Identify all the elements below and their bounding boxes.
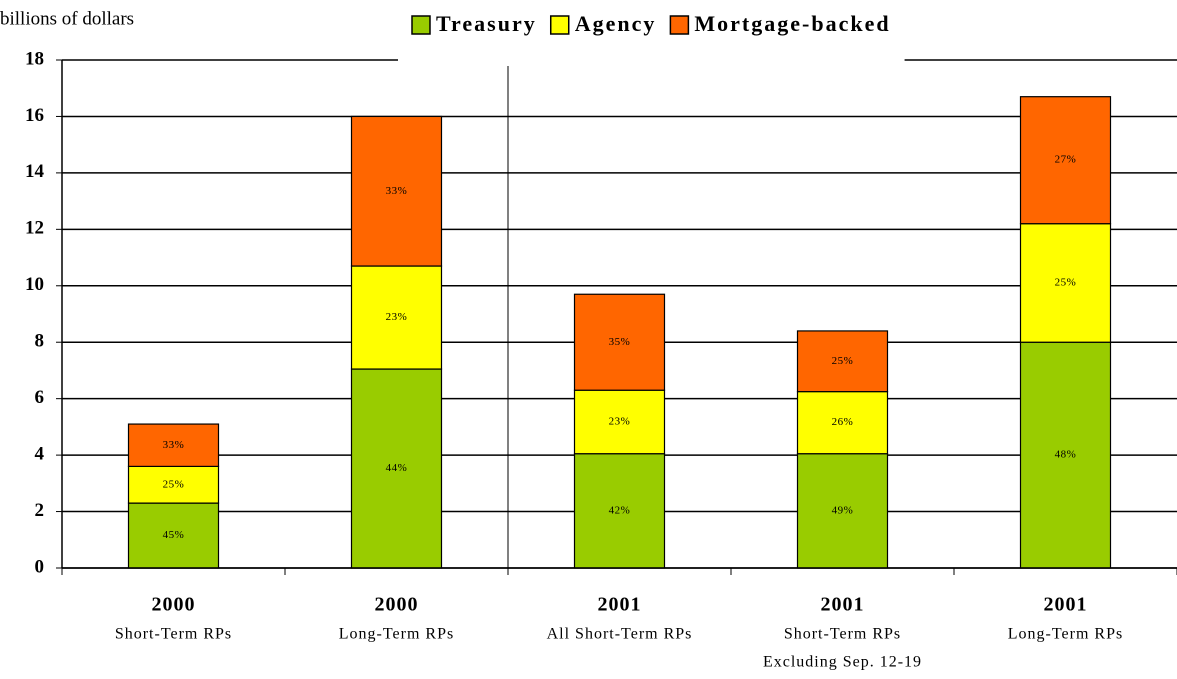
legend-background — [398, 52, 905, 66]
y-tick-label: 6 — [35, 387, 45, 408]
bar-segment — [796, 391, 889, 455]
value-label: 48% — [1055, 449, 1077, 461]
category-detail: Long-Term RPs — [1008, 626, 1123, 643]
value-label: 35% — [609, 336, 631, 348]
value-label: 25% — [1055, 276, 1077, 288]
bar-segment — [127, 465, 220, 504]
bar-segment — [127, 423, 220, 468]
bar-segment — [127, 502, 220, 569]
bar-segment — [350, 115, 443, 267]
category-detail: All Short-Term RPs — [547, 626, 693, 643]
bar-segment — [1019, 223, 1112, 343]
bar-segment — [573, 389, 666, 455]
category-detail: Excluding Sep. 12-19 — [763, 654, 922, 671]
legend-label: Treasury — [436, 11, 537, 36]
value-label: 33% — [386, 185, 408, 197]
x-tick-label: 2000 — [152, 594, 196, 616]
y-tick-label: 4 — [35, 443, 45, 464]
bar-segment — [573, 293, 666, 391]
bar-segment — [350, 265, 443, 370]
value-label: 27% — [1055, 154, 1077, 166]
bar-segment — [350, 368, 443, 569]
value-label: 25% — [832, 355, 854, 367]
y-tick-label: 18 — [25, 48, 44, 69]
x-tick-label: 2001 — [1044, 594, 1088, 616]
legend-swatch — [411, 15, 431, 35]
value-label: 23% — [609, 415, 631, 427]
y-tick-label: 12 — [25, 218, 44, 239]
value-label: 44% — [386, 462, 408, 474]
y-tick-label: 14 — [25, 161, 45, 182]
bar-segment — [573, 453, 666, 569]
value-label: 42% — [609, 504, 631, 516]
legend-swatch — [549, 15, 570, 35]
legend-label: Agency — [575, 11, 657, 36]
value-label: 25% — [163, 478, 185, 490]
y-tick-label: 0 — [35, 556, 45, 577]
bar-segment — [1019, 96, 1112, 225]
bar-segment — [796, 330, 889, 393]
legend-swatch — [669, 15, 690, 35]
x-tick-label: 2001 — [598, 594, 642, 616]
y-tick-label: 10 — [25, 274, 44, 295]
category-detail: Long-Term RPs — [339, 626, 454, 643]
legend-label: Mortgage-backed — [694, 11, 890, 36]
y-tick-label: 2 — [35, 500, 45, 521]
value-label: 26% — [832, 416, 854, 428]
value-label: 33% — [163, 439, 185, 451]
value-label: 45% — [163, 529, 185, 541]
category-detail: Short-Term RPs — [784, 626, 901, 643]
x-tick-label: 2000 — [375, 594, 419, 616]
category-detail: Short-Term RPs — [115, 626, 232, 643]
value-label: 49% — [832, 504, 854, 516]
y-tick-label: 16 — [25, 105, 44, 126]
y-tick-label: 8 — [35, 331, 45, 352]
x-tick-label: 2001 — [821, 594, 865, 616]
y-axis-label: billions of dollars — [0, 8, 134, 29]
bar-segment — [1019, 341, 1112, 569]
value-label: 23% — [386, 311, 408, 323]
